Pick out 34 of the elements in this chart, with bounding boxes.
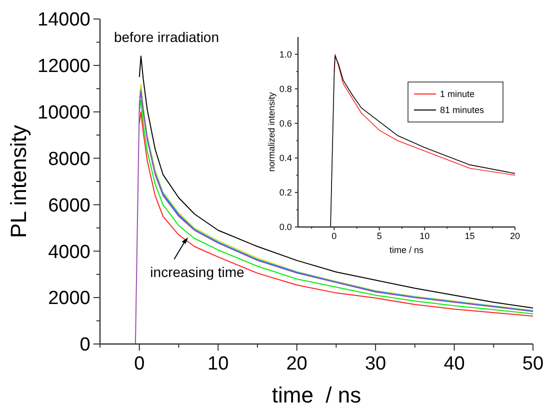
- annotation: increasing time: [150, 264, 245, 280]
- y-tick-label: 4000: [48, 242, 90, 263]
- line-series: [334, 54, 516, 176]
- y-tick-label: 0.4: [279, 153, 292, 164]
- x-tick-label: 0: [134, 354, 145, 375]
- y-tick-label: 0.8: [279, 84, 292, 94]
- y-tick-label: 8000: [48, 148, 90, 170]
- y-tick-label: 1.0: [279, 49, 292, 60]
- y-tick-label: 10000: [38, 102, 90, 124]
- x-tick-label: 15: [464, 231, 475, 242]
- y-tick-label: 14000: [38, 10, 90, 31]
- legend-label: 81 minutes: [440, 105, 485, 116]
- x-tick-label: 0: [332, 231, 337, 242]
- legend-label: 1 minute: [440, 89, 475, 100]
- x-tick-label: 40: [444, 354, 465, 375]
- annotation: before irradiation: [114, 29, 219, 46]
- x-axis-title: time / ns: [389, 244, 424, 255]
- y-tick-label: 0: [80, 334, 90, 356]
- x-tick-label: 30: [364, 354, 386, 375]
- y-tick-label: 6000: [48, 195, 90, 216]
- y-axis-title: PL intensity: [6, 125, 31, 238]
- y-tick-label: 0.0: [279, 222, 292, 232]
- x-tick-label: 50: [522, 354, 544, 375]
- x-tick-label: 20: [286, 354, 308, 375]
- y-tick-label: 0.6: [279, 118, 292, 129]
- x-tick-label: 10: [208, 354, 229, 375]
- x-axis-title: time / ns: [272, 382, 362, 404]
- y-axis-title: normalized intensity: [266, 92, 277, 172]
- x-tick-label: 10: [420, 231, 430, 242]
- y-tick-label: 2000: [48, 288, 90, 310]
- y-tick-label: 12000: [38, 56, 90, 78]
- y-tick-label: 0.2: [279, 188, 292, 198]
- x-tick-label: 5: [376, 231, 382, 242]
- x-tick-label: 20: [510, 231, 520, 242]
